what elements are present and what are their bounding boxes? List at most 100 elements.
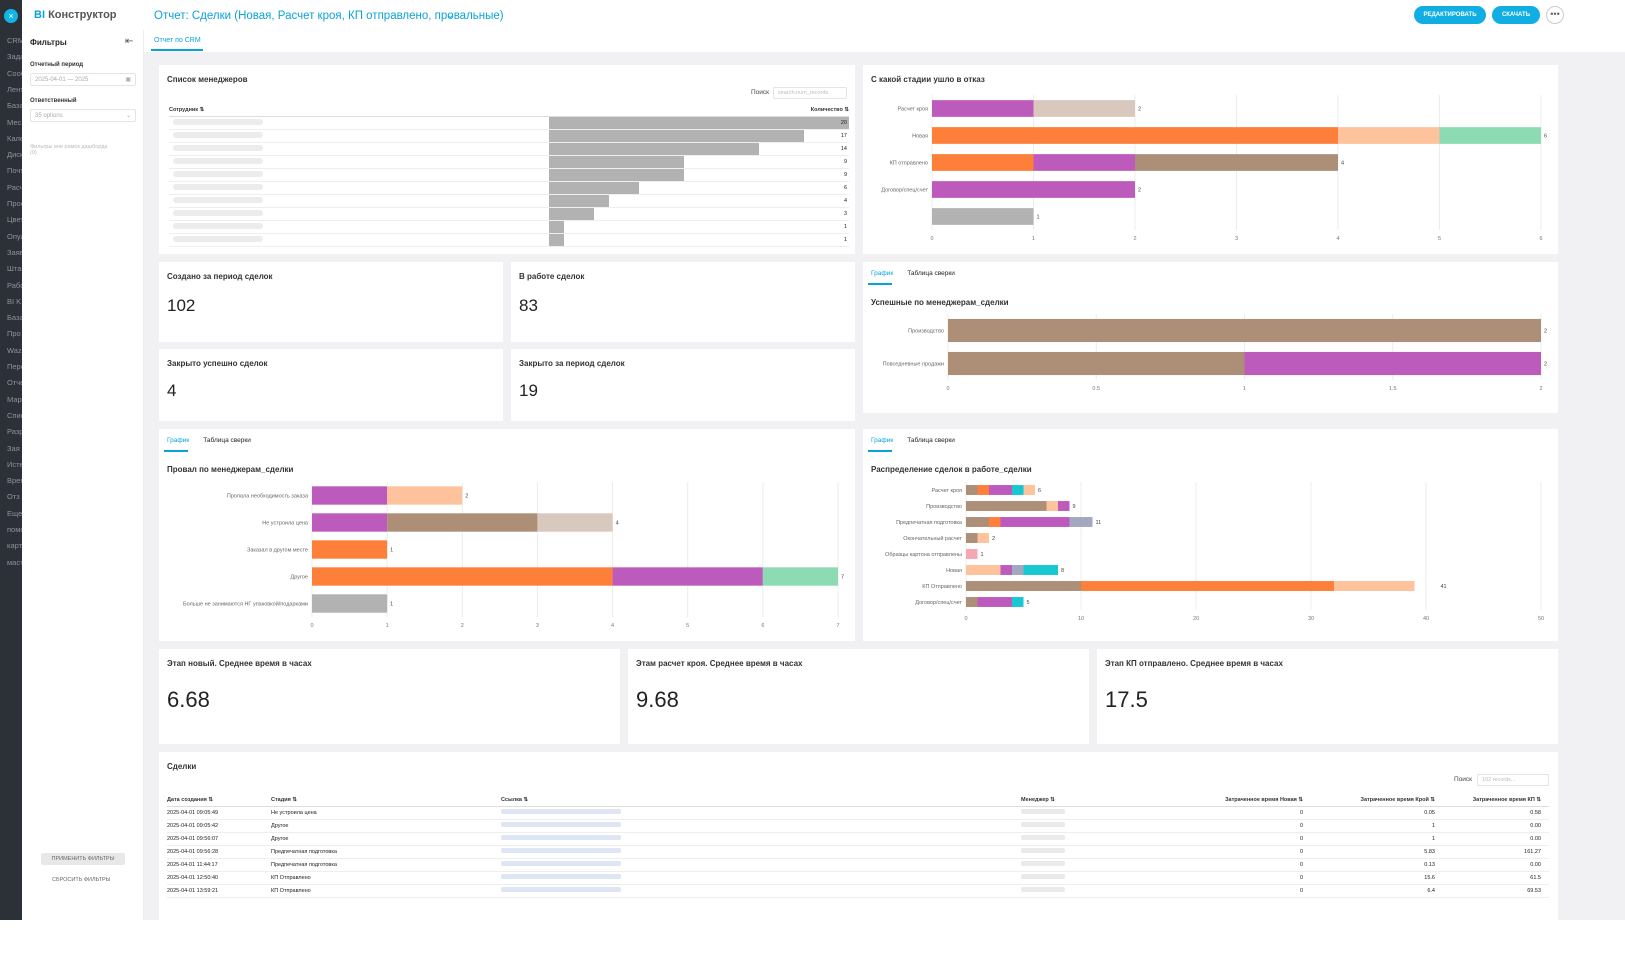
nav-item[interactable]: Лент	[7, 84, 22, 94]
nav-item[interactable]: Кале	[7, 133, 22, 143]
apply-filters-button[interactable]: ПРИМЕНИТЬ ФИЛЬТРЫ	[41, 853, 125, 865]
nav-item[interactable]: Шта	[7, 264, 22, 274]
nav-item[interactable]: Мар	[7, 394, 22, 404]
bar-segment[interactable]	[1338, 127, 1440, 144]
nav-item[interactable]: Отче	[7, 378, 22, 388]
deals-col-header[interactable]: Стадия ⇅	[271, 794, 501, 807]
table-row[interactable]: 2025-04-01 09:05:42 Другое 0 1 0.00	[167, 819, 1549, 833]
reset-filters-button[interactable]: СБРОСИТЬ ФИЛЬТРЫ	[52, 877, 111, 883]
bar-segment[interactable]	[966, 597, 978, 607]
bar-segment[interactable]	[1023, 565, 1047, 575]
bar-segment[interactable]	[966, 549, 978, 559]
bar-segment[interactable]	[966, 565, 1001, 575]
nav-item[interactable]: База	[7, 101, 22, 111]
bar-segment[interactable]	[1012, 597, 1024, 607]
nav-item[interactable]: Про	[7, 329, 21, 339]
nav-item[interactable]: Цвет	[7, 215, 22, 225]
bar-segment[interactable]	[762, 567, 838, 586]
deals-col-header[interactable]: Менеджер ⇅	[1021, 794, 1181, 807]
nav-item[interactable]: Мес	[7, 117, 22, 127]
more-icon[interactable]: •••	[1546, 6, 1564, 24]
nav-item[interactable]: Заяв	[7, 247, 22, 257]
deals-col-header[interactable]: Затраченное время Крой ⇅	[1311, 794, 1443, 807]
managers-search-input[interactable]: search.num_records	[773, 87, 847, 99]
nav-item[interactable]: Сооб	[7, 68, 22, 78]
tab-recon-table[interactable]: Таблица сверки	[907, 437, 955, 444]
tab-crm-report[interactable]: Отчет по CRM	[154, 37, 201, 44]
report-title[interactable]: Отчет: Сделки (Новая, Расчет кроя, КП от…	[154, 10, 504, 22]
bar-segment[interactable]	[612, 567, 763, 586]
bar-segment[interactable]	[1244, 351, 1542, 376]
tab-graph[interactable]: График	[871, 437, 894, 444]
table-row[interactable]: 1	[169, 233, 849, 247]
bar-segment[interactable]	[932, 154, 1034, 171]
bar-segment[interactable]	[312, 594, 388, 613]
table-row[interactable]: 2025-04-01 09:56:07 Другое 0 1 0.00	[167, 832, 1549, 846]
outside-filters-hint[interactable]: Фильтры вне рамок дашборда (0)	[30, 144, 108, 156]
nav-item[interactable]: Wazz	[7, 345, 22, 355]
bar-segment[interactable]	[1023, 485, 1036, 495]
bar-segment[interactable]	[537, 513, 613, 532]
bar-segment[interactable]	[932, 100, 1034, 117]
table-row[interactable]: 2025-04-01 13:59:21 КП Отправлено 0 6.4 69.5…	[167, 884, 1549, 898]
bar-segment[interactable]	[948, 318, 1541, 343]
deal-link-redacted[interactable]	[501, 848, 621, 853]
bar-segment[interactable]	[932, 208, 1034, 225]
table-row[interactable]: 2025-04-01 12:50:40 КП Отправлено 0 15.6 61.…	[167, 871, 1549, 885]
bar-segment[interactable]	[1046, 501, 1059, 511]
deal-link-redacted[interactable]	[501, 835, 621, 840]
deals-col-header[interactable]: Ссылка ⇅	[501, 794, 1021, 807]
bar-segment[interactable]	[387, 513, 538, 532]
edit-button[interactable]: РЕДАКТИРОВАТЬ	[1414, 6, 1486, 24]
bar-segment[interactable]	[948, 351, 1245, 376]
bar-segment[interactable]	[977, 597, 1013, 607]
nav-item[interactable]: CRM	[7, 36, 22, 45]
deals-col-header[interactable]: Затраченное время КП ⇅	[1443, 794, 1549, 807]
nav-item[interactable]: Спис	[7, 410, 22, 420]
bar-segment[interactable]	[1033, 154, 1136, 171]
bar-segment[interactable]	[1069, 517, 1093, 527]
table-row[interactable]: 9	[169, 168, 849, 182]
bar-segment[interactable]	[966, 533, 978, 543]
table-row[interactable]: 1	[169, 220, 849, 234]
bar-segment[interactable]	[1439, 127, 1542, 144]
nav-item[interactable]: Опул	[7, 231, 22, 241]
bar-segment[interactable]	[977, 485, 990, 495]
table-row[interactable]: 14	[169, 142, 849, 156]
nav-item[interactable]: Разр	[7, 427, 22, 437]
responsible-select[interactable]: 35 options ⌄	[30, 109, 136, 122]
bar-segment[interactable]	[1012, 565, 1024, 575]
bar-segment[interactable]	[932, 181, 1135, 198]
bar-segment[interactable]	[1046, 565, 1059, 575]
bar-segment[interactable]	[1334, 581, 1415, 591]
collapse-icon[interactable]: ⇤	[125, 36, 134, 47]
bar-segment[interactable]	[989, 517, 1001, 527]
bar-segment[interactable]	[966, 517, 989, 527]
nav-item[interactable]: BI K	[7, 296, 22, 306]
nav-item[interactable]: Расч	[7, 182, 22, 192]
download-button[interactable]: СКАЧАТЬ	[1492, 6, 1540, 24]
table-row[interactable]: 9	[169, 155, 849, 169]
tab-recon-table[interactable]: Таблица сверки	[907, 270, 955, 277]
period-field[interactable]: 2025-04-01 — 2025 ▣	[30, 73, 136, 86]
chevron-down-icon[interactable]: ⌄	[446, 10, 455, 21]
col-employee[interactable]: Сотрудник ⇅	[169, 105, 549, 117]
nav-item[interactable]: Зая	[7, 443, 20, 453]
col-count[interactable]: Количество ⇅	[549, 105, 849, 117]
close-icon[interactable]: ×	[4, 9, 18, 23]
deal-link-redacted[interactable]	[501, 861, 621, 866]
nav-item[interactable]: Еще	[7, 508, 22, 518]
nav-item[interactable]: Зада	[7, 52, 22, 62]
bar-segment[interactable]	[387, 486, 463, 505]
deal-link-redacted[interactable]	[501, 887, 621, 892]
nav-item[interactable]: Почт	[7, 166, 22, 176]
nav-item[interactable]: Отз	[7, 492, 20, 502]
nav-item[interactable]: Перс	[7, 362, 22, 371]
table-row[interactable]: 2025-04-01 09:05:49 Не устроила цена 0 0.05…	[167, 806, 1549, 820]
bar-segment[interactable]	[1033, 100, 1136, 117]
bar-segment[interactable]	[1012, 485, 1024, 495]
table-row[interactable]: 20	[169, 116, 849, 130]
bar-segment[interactable]	[312, 486, 388, 505]
bar-segment[interactable]	[1058, 501, 1070, 511]
nav-item[interactable]: Исте	[7, 459, 22, 469]
